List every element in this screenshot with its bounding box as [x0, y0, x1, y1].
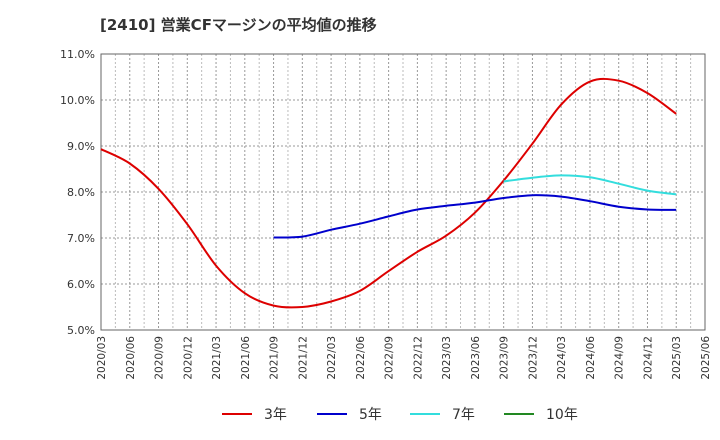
- series-lines: [100, 77, 677, 309]
- grid-lines: [100, 53, 706, 331]
- x-tick-label: 2023/06: [470, 336, 482, 380]
- legend-label: 7年: [452, 407, 475, 423]
- x-tick-label: 2021/12: [297, 336, 309, 380]
- x-tick-labels: 2020/03 2020/06 2020/09 2020/12 2021/03 2021/…: [96, 336, 712, 380]
- x-tick-label: 2024/09: [614, 336, 626, 380]
- x-tick-label: 2020/12: [182, 336, 194, 380]
- x-tick-label: 2023/09: [499, 336, 511, 380]
- y-tick-label: 6.0%: [67, 278, 95, 291]
- y-tick-label: 10.0%: [60, 94, 95, 107]
- x-tick-label: 2022/12: [412, 336, 424, 380]
- series-line-2: [273, 194, 677, 239]
- legend: 3年 5年 7年 10年: [222, 407, 578, 423]
- x-tick-label: 2022/09: [384, 336, 396, 380]
- axes: [100, 53, 706, 331]
- series-line-3: [503, 174, 677, 196]
- legend-label: 3年: [264, 407, 287, 423]
- x-tick-label: 2024/03: [556, 336, 568, 380]
- x-tick-label: 2022/03: [326, 336, 338, 380]
- x-tick-label: 2020/03: [96, 336, 108, 380]
- plot-frame: [100, 53, 706, 331]
- x-tick-label: 2021/03: [211, 336, 223, 380]
- x-tick-label: 2024/12: [642, 336, 654, 380]
- x-tick-label: 2025/06: [700, 336, 712, 380]
- x-tick-label: 2020/09: [154, 336, 166, 380]
- y-tick-label: 5.0%: [67, 324, 95, 337]
- chart-title: [2410] 営業CFマージンの平均値の推移: [100, 16, 377, 34]
- y-tick-label: 11.0%: [60, 48, 95, 61]
- y-tick-label: 7.0%: [67, 232, 95, 245]
- y-tick-labels: 5.0% 6.0% 7.0% 8.0% 9.0% 10.0% 11.0%: [60, 48, 95, 337]
- x-tick-label: 2022/06: [355, 336, 367, 380]
- x-tick-label: 2025/03: [671, 336, 683, 380]
- y-tick-label: 8.0%: [67, 186, 95, 199]
- x-tick-label: 2023/03: [441, 336, 453, 380]
- x-tick-label: 2020/06: [125, 336, 137, 380]
- x-tick-label: 2023/12: [527, 336, 539, 380]
- y-tick-label: 9.0%: [67, 140, 95, 153]
- x-tick-label: 2024/06: [585, 336, 597, 380]
- legend-label: 5年: [359, 407, 382, 423]
- series-line-1: [100, 77, 677, 309]
- legend-label: 10年: [546, 407, 578, 423]
- x-tick-label: 2021/09: [269, 336, 281, 380]
- x-tick-label: 2021/06: [240, 336, 252, 380]
